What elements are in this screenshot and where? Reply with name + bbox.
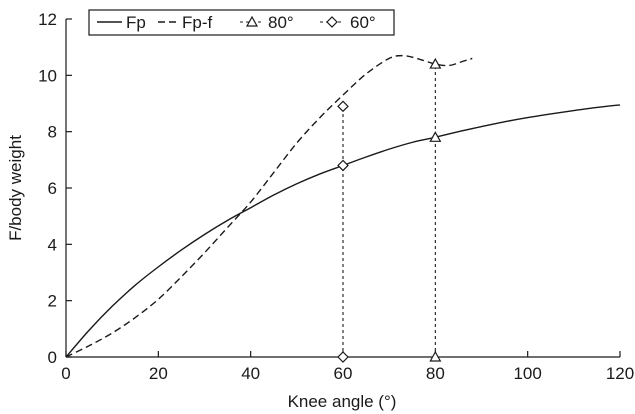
y-axis-title: F/body weight: [6, 135, 25, 241]
y-tick-label: 10: [38, 66, 57, 85]
legend-label: Fp-f: [182, 13, 213, 32]
triangle-marker: [429, 57, 442, 69]
x-tick-label: 120: [606, 364, 634, 383]
legend-diamond-marker: [326, 16, 338, 28]
legend-label: Fp: [126, 13, 146, 32]
y-tick-label: 12: [38, 10, 57, 29]
axes: 0 20 40 60 80 100 120 0 2 4 6 8 10 12: [38, 10, 634, 383]
diamond-marker: [337, 351, 349, 363]
fp-f-line: [65, 54, 473, 358]
triangle-marker: [429, 131, 442, 142]
x-tick-label: 80: [426, 364, 445, 383]
legend: Fp Fp-f 80° 60°: [88, 9, 395, 36]
legend-label: 60°: [350, 13, 376, 32]
legend-triangle-marker: [245, 15, 259, 27]
series-fp-f: [65, 54, 473, 358]
series-layer: [65, 54, 621, 363]
y-tick-label: 2: [48, 292, 57, 311]
triangle-marker: [429, 350, 442, 362]
y-tick-label: 0: [48, 348, 57, 367]
series-triangle-marker-series: [429, 57, 442, 362]
x-tick-label: 40: [241, 364, 260, 383]
legend-label: 80°: [268, 13, 294, 32]
diamond-marker: [337, 100, 349, 113]
diamond-marker: [337, 159, 349, 172]
x-tick-label: 0: [61, 364, 70, 383]
y-tick-label: 8: [48, 123, 57, 142]
x-axis-title: Knee angle (°): [288, 392, 397, 411]
x-tick-label: 60: [334, 364, 353, 383]
x-tick-label: 100: [513, 364, 541, 383]
y-tick-label: 6: [48, 179, 57, 198]
y-tick-label: 4: [48, 235, 57, 254]
series-diamond-marker-series: [337, 100, 349, 363]
x-tick-label: 20: [149, 364, 168, 383]
